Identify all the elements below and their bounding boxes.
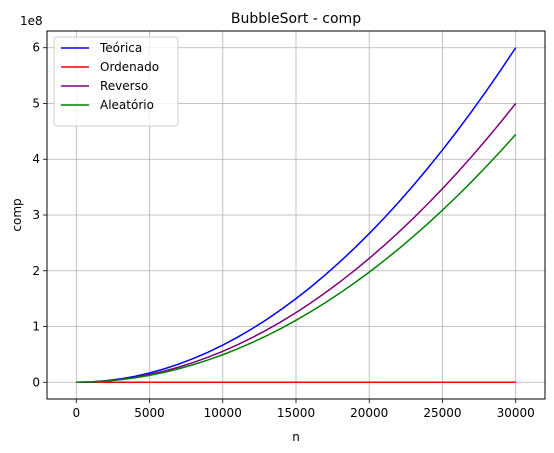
y-tick-label: 6 [32,41,40,55]
x-tick-label: 0 [72,406,80,420]
legend-label: Ordenado [100,60,159,74]
y-tick-label: 3 [32,208,40,222]
series-lines [76,47,517,384]
y-axis-offset-label: 1e8 [20,14,43,28]
series-line [76,47,517,384]
y-axis-label: comp [10,198,24,231]
x-tick-label: 30000 [497,406,535,420]
legend-box [53,36,179,127]
x-tick-label: 5000 [134,406,165,420]
legend-label: Reverso [100,79,148,93]
y-tick-label: 1 [32,320,40,334]
x-tick-label: 20000 [350,406,388,420]
y-axis-ticks: 0 1 2 3 4 5 6 [32,41,47,389]
x-axis-label: n [292,430,300,444]
series-line [76,133,517,384]
x-tick-label: 10000 [204,406,242,420]
y-tick-label: 4 [32,152,40,166]
y-tick-label: 0 [32,375,40,389]
chart-title: BubbleSort - comp [231,11,361,27]
legend: Teórica Ordenado Reverso Aleatório [53,36,179,127]
legend-label: Aleatório [100,98,154,112]
x-tick-label: 25000 [423,406,461,420]
y-tick-label: 5 [32,96,40,110]
x-tick-label: 15000 [277,406,315,420]
x-axis-ticks: 0 5000 10000 15000 20000 25000 30000 [72,399,535,420]
legend-label: Teórica [99,41,142,55]
y-tick-label: 2 [32,264,40,278]
series-line [76,103,517,384]
